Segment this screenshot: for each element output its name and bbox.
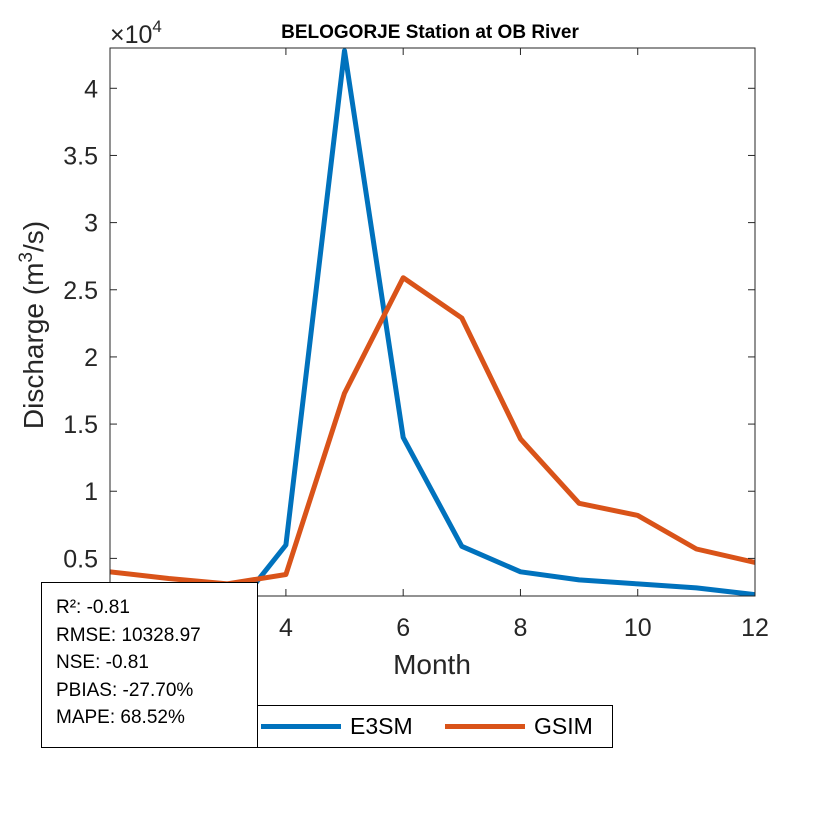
y-tick-label: 3.5 (63, 142, 98, 170)
legend: E3SM GSIM (220, 705, 613, 748)
y-tick-label: 4 (84, 75, 98, 103)
series-line-gsim (110, 275, 755, 587)
y-axis-label: Discharge (m3/s) (16, 221, 49, 429)
plot-area-frame (109, 47, 756, 597)
x-tick-label: 10 (624, 614, 652, 642)
y-tick-label: 0.5 (63, 545, 98, 573)
legend-label-e3sm: E3SM (350, 713, 413, 739)
y-tick-label: 1 (84, 478, 98, 506)
y-tick-label: 3 (84, 210, 98, 238)
stat-mape: MAPE: 68.52% (56, 707, 185, 728)
stat-nse: NSE: -0.81 (56, 652, 149, 673)
series-line-e3sm (242, 48, 755, 596)
y-tick-label: 1.5 (63, 411, 98, 439)
stats-box: R²: -0.81 RMSE: 10328.97 NSE: -0.81 PBIA… (41, 582, 258, 748)
x-tick-label: 12 (741, 614, 769, 642)
x-tick-label: 4 (279, 614, 293, 642)
stat-pbias: PBIAS: -27.70% (56, 679, 194, 701)
y-tick-label: 2.5 (63, 277, 98, 305)
stat-r2: R²: -0.81 (56, 597, 130, 618)
chart-title: BELOGORJE Station at OB River (281, 22, 579, 43)
legend-item-e3sm: E3SM (261, 706, 413, 747)
legend-label-gsim: GSIM (534, 713, 593, 739)
stat-rmse: RMSE: 10328.97 (56, 624, 201, 646)
x-tick-label: 6 (396, 614, 410, 642)
legend-swatch-e3sm (261, 724, 341, 729)
y-tick-label: 2 (84, 344, 98, 372)
x-tick-label: 8 (514, 614, 528, 642)
y-exponent-label: ×104 (110, 17, 162, 49)
legend-item-gsim: GSIM (445, 706, 593, 747)
x-axis-label: Month (393, 649, 471, 680)
legend-swatch-gsim (445, 724, 525, 729)
